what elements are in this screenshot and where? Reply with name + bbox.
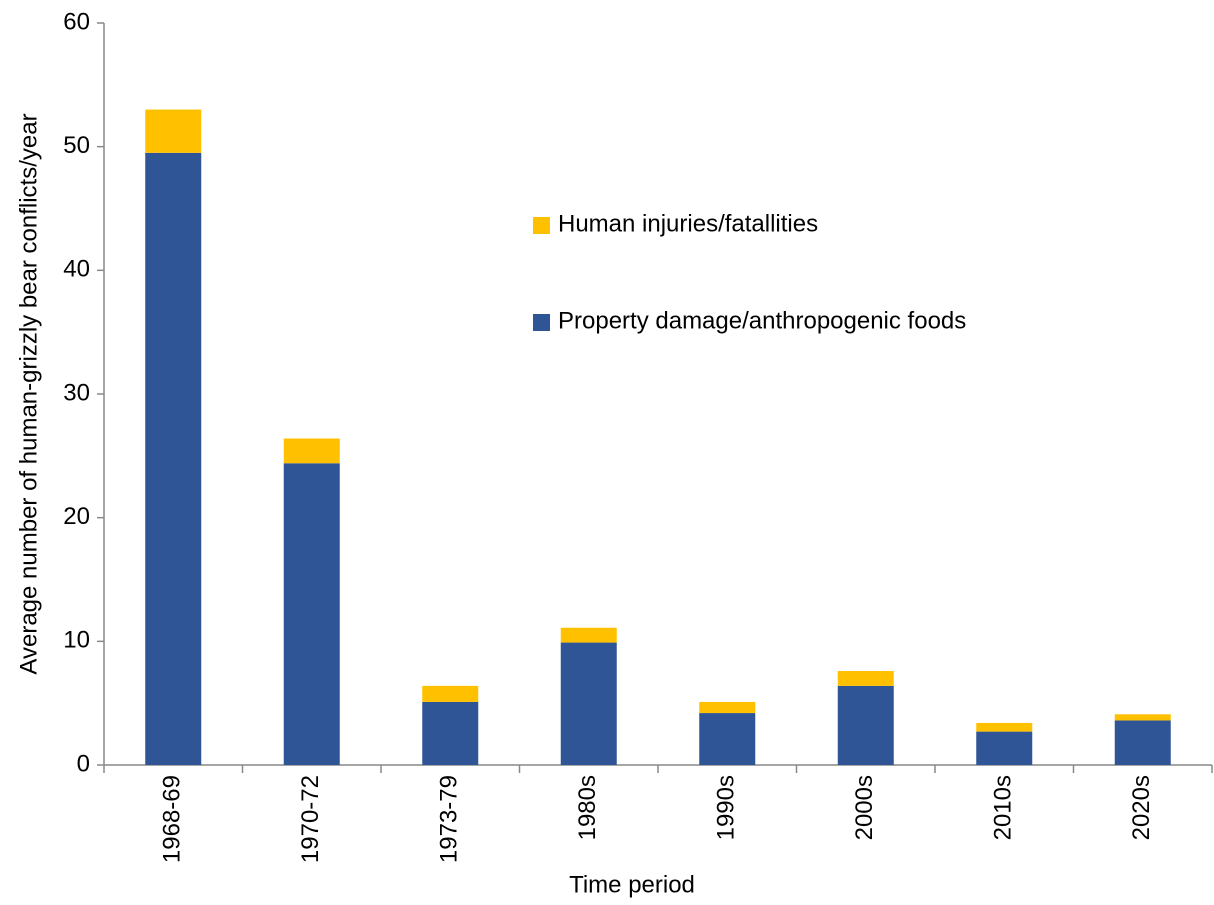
bar-segment <box>699 701 756 714</box>
bar-segment <box>699 713 756 765</box>
bar-segment <box>422 701 479 765</box>
bar-segment <box>976 731 1033 765</box>
bar-segment <box>145 152 202 766</box>
y-tick-label: 50 <box>63 132 90 159</box>
legend-swatch <box>533 217 550 234</box>
bar-segment <box>283 463 340 765</box>
y-axis-title: Average number of human-grizzly bear con… <box>15 113 42 674</box>
bar-segment <box>976 722 1033 732</box>
legend-swatch <box>533 314 550 331</box>
x-tick-label: 1980s <box>574 775 601 840</box>
bar-segment <box>422 685 479 702</box>
y-tick-label: 40 <box>63 256 90 283</box>
x-tick-label: 1970-72 <box>297 775 324 863</box>
bar-segment <box>560 627 617 643</box>
y-tick-label: 20 <box>63 503 90 530</box>
bar-segment <box>837 685 894 765</box>
x-tick-label: 2000s <box>851 775 878 840</box>
bar-segment <box>1114 720 1171 765</box>
x-tick-label: 2010s <box>990 775 1017 840</box>
legend-label: Human injuries/fatallities <box>558 210 818 237</box>
bar-segment <box>145 109 202 153</box>
y-tick-label: 60 <box>63 8 90 35</box>
bar-segment <box>837 671 894 686</box>
x-tick-label: 2020s <box>1128 775 1155 840</box>
bar-segment <box>283 438 340 464</box>
y-tick-label: 10 <box>63 627 90 654</box>
x-tick-label: 1968-69 <box>159 775 186 863</box>
y-tick-label: 0 <box>77 750 90 777</box>
legend-label: Property damage/anthropogenic foods <box>558 307 966 334</box>
x-tick-label: 1973-79 <box>436 775 463 863</box>
y-tick-label: 30 <box>63 379 90 406</box>
x-axis-title: Time period <box>569 871 695 898</box>
x-tick-label: 1990s <box>713 775 740 840</box>
bar-segment <box>560 642 617 765</box>
bar-segment <box>1114 714 1171 721</box>
